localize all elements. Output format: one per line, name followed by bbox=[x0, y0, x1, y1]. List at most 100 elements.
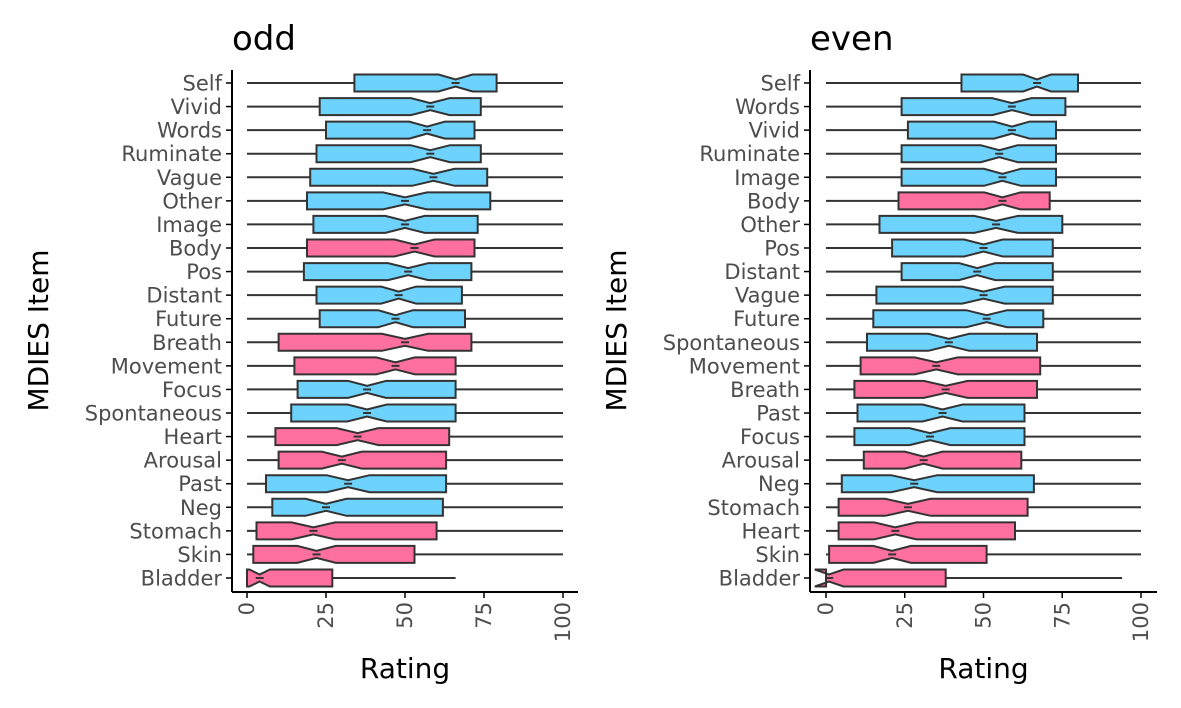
box-body bbox=[897, 191, 1051, 211]
category-label: Body bbox=[169, 237, 222, 261]
category-label: Past bbox=[178, 472, 222, 496]
box-body bbox=[277, 332, 473, 352]
box-focus: Focus bbox=[740, 425, 1141, 449]
category-label: Skin bbox=[755, 543, 800, 567]
category-label: Distant bbox=[146, 284, 222, 308]
box-vague: Vague bbox=[157, 166, 563, 190]
box-words: Words bbox=[735, 95, 1141, 119]
panel-title: even bbox=[810, 19, 894, 59]
box-body bbox=[837, 497, 1029, 517]
box-body: Body bbox=[169, 237, 563, 261]
category-label: Arousal bbox=[722, 449, 800, 473]
category-label: Future bbox=[155, 307, 222, 331]
category-label: Other bbox=[740, 213, 800, 237]
x-axis-title: Rating bbox=[938, 652, 1028, 685]
box-body bbox=[318, 97, 482, 117]
category-label: Neg bbox=[180, 496, 222, 520]
box-image: Image bbox=[734, 166, 1141, 190]
x-tick-label: 75 bbox=[1050, 602, 1074, 629]
box-body bbox=[906, 120, 1057, 140]
category-label: Heart bbox=[742, 519, 800, 543]
box-ruminate: Ruminate bbox=[699, 142, 1141, 166]
category-label: Arousal bbox=[144, 449, 222, 473]
box-body bbox=[271, 497, 444, 517]
category-label: Bladder bbox=[141, 567, 223, 591]
box-body bbox=[875, 285, 1054, 305]
box-body bbox=[306, 191, 492, 211]
box-pos: Pos bbox=[764, 237, 1141, 261]
box-body bbox=[840, 474, 1035, 494]
box-body bbox=[315, 285, 463, 305]
panel-odd: odd MDIES Item Rating 0 25 50 75 100 SelfVividWo… bbox=[22, 19, 578, 685]
category-label: Breath bbox=[730, 378, 800, 402]
x-tick-label: 50 bbox=[972, 602, 996, 629]
category-label: Vivid bbox=[749, 119, 800, 143]
category-label: Image bbox=[734, 166, 800, 190]
box-self: Self bbox=[183, 72, 563, 96]
box-movement: Movement bbox=[111, 354, 563, 378]
box-body bbox=[859, 356, 1042, 376]
x-tick-label: 25 bbox=[893, 602, 917, 629]
category-label: Focus bbox=[162, 378, 222, 402]
x-axis-title: Rating bbox=[360, 652, 450, 685]
box-body bbox=[325, 120, 476, 140]
box-body bbox=[837, 521, 1016, 541]
box-body bbox=[960, 73, 1079, 93]
box-future: Future bbox=[155, 307, 563, 331]
box-neg: Neg bbox=[758, 472, 1141, 496]
x-tick-label: 100 bbox=[551, 602, 575, 642]
box-arousal: Arousal bbox=[144, 449, 563, 473]
category-label: Self bbox=[183, 72, 223, 96]
category-label: Distant bbox=[724, 260, 800, 284]
category-label: Image bbox=[156, 213, 222, 237]
box-past: Past bbox=[756, 402, 1141, 426]
category-label: Other bbox=[162, 189, 222, 213]
box-body bbox=[296, 379, 457, 399]
box-stomach: Stomach bbox=[707, 496, 1141, 520]
box-other: Other bbox=[740, 213, 1141, 237]
category-label: Ruminate bbox=[121, 142, 222, 166]
box-body bbox=[312, 214, 479, 234]
box-words: Words bbox=[157, 119, 563, 143]
box-body bbox=[853, 427, 1026, 447]
box-body bbox=[353, 73, 498, 93]
box-body bbox=[293, 356, 457, 376]
x-tick-label: 0 bbox=[235, 602, 259, 615]
category-label: Focus bbox=[740, 425, 800, 449]
category-label: Vague bbox=[735, 284, 800, 308]
box-past: Past bbox=[178, 472, 563, 496]
box-movement: Movement bbox=[689, 354, 1141, 378]
box-skin: Skin bbox=[755, 543, 1141, 567]
box-spontaneous: Spontaneous bbox=[85, 402, 563, 426]
box-arousal: Arousal bbox=[722, 449, 1141, 473]
box-stomach: Stomach bbox=[129, 519, 563, 543]
category-label: Neg bbox=[758, 472, 800, 496]
category-label: Body bbox=[747, 189, 800, 213]
box-neg: Neg bbox=[180, 496, 563, 520]
box-distant: Distant bbox=[146, 284, 563, 308]
box-body bbox=[900, 167, 1057, 187]
box-body bbox=[309, 167, 489, 187]
x-tick-label: 0 bbox=[814, 602, 838, 615]
box-body bbox=[814, 568, 947, 588]
box-body bbox=[891, 238, 1054, 258]
box-breath: Breath bbox=[152, 331, 563, 355]
category-label: Movement bbox=[689, 354, 800, 378]
category-label: Stomach bbox=[129, 519, 222, 543]
box-bladder: Bladder bbox=[141, 567, 456, 591]
box-vague: Vague bbox=[735, 284, 1141, 308]
box-distant: Distant bbox=[724, 260, 1141, 284]
box-other: Other bbox=[162, 189, 563, 213]
box-body bbox=[872, 309, 1045, 329]
box-body bbox=[862, 450, 1023, 470]
x-tick-label: 100 bbox=[1129, 602, 1153, 642]
box-body bbox=[290, 403, 457, 423]
x-tick-label: 75 bbox=[472, 602, 496, 629]
box-body bbox=[315, 144, 482, 164]
category-label: Spontaneous bbox=[85, 402, 222, 426]
box-body bbox=[246, 568, 334, 588]
box-body bbox=[265, 474, 448, 494]
